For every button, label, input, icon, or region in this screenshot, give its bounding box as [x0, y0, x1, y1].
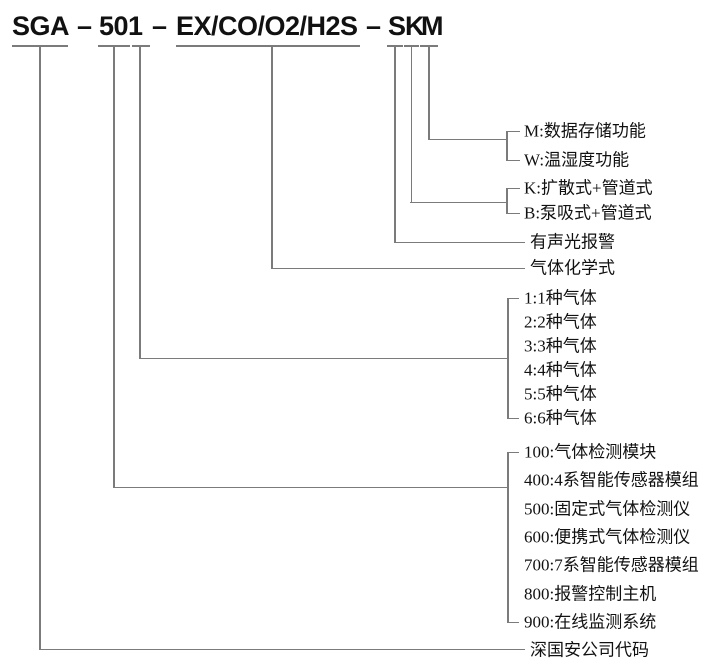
label-series-700: 700:7系智能传感器模组	[524, 555, 699, 575]
bracket-gascount-arm-top	[507, 297, 519, 299]
connector-gascount-vertical	[139, 46, 141, 359]
model-segment-number: 501	[99, 13, 143, 40]
underline-gaslist	[176, 45, 360, 47]
label-series-400: 400:4系智能传感器模组	[524, 470, 699, 490]
label-alarm: 有声光报警	[530, 232, 615, 252]
label-series-600: 600:便携式气体检测仪	[524, 527, 691, 547]
label-series-100: 100:气体检测模块	[524, 442, 657, 462]
label-series-500: 500:固定式气体检测仪	[524, 499, 691, 519]
label-series-800: 800:报警控制主机	[524, 584, 657, 604]
label-gas-count-5: 5:5种气体	[524, 384, 597, 404]
connector-gaslist-horizontal	[271, 267, 525, 269]
bracket-gascount-vertical	[507, 298, 509, 419]
label-gas-count-1: 1:1种气体	[524, 288, 597, 308]
label-diffusion-duct: K:扩散式+管道式	[524, 178, 653, 198]
model-gascount-digit: 1	[128, 11, 143, 41]
bracket-storage-arm-top	[506, 130, 520, 132]
connector-alarm-horizontal	[394, 241, 525, 243]
option-letter-m: M	[421, 11, 444, 41]
model-dash-1: –	[77, 11, 92, 41]
label-gas-formula: 气体化学式	[530, 258, 615, 278]
bracket-storage-vertical	[506, 131, 508, 161]
model-segment-gaslist: EX/CO/O2/H2S	[176, 11, 358, 41]
bracket-gascount-arm-bottom	[507, 417, 519, 419]
label-temp-humidity: W:温湿度功能	[524, 150, 630, 170]
connector-alarm-vertical	[394, 46, 396, 242]
connector-gascount-horizontal	[139, 357, 507, 359]
label-series-900: 900:在线监测系统	[524, 612, 657, 632]
connector-company-horizontal	[39, 648, 525, 650]
connector-gaslist-vertical	[271, 46, 273, 268]
connector-series-vertical	[113, 46, 115, 487]
label-gas-count-3: 3:3种气体	[524, 336, 597, 356]
underline-gascount	[132, 45, 150, 47]
model-segment-company: SGA	[12, 11, 70, 41]
bracket-series-vertical	[507, 452, 509, 623]
bracket-sampling-arm-top	[506, 187, 520, 189]
label-gas-count-2: 2:2种气体	[524, 312, 597, 332]
model-series-digits: 50	[99, 11, 129, 41]
bracket-sampling-vertical	[506, 188, 508, 214]
model-dash-3: –	[366, 11, 381, 41]
label-gas-count-4: 4:4种气体	[524, 360, 597, 380]
connector-storage-horizontal	[428, 138, 506, 140]
model-dash-2: –	[152, 11, 167, 41]
bracket-series-arm-top	[507, 451, 519, 453]
label-pump-duct: B:泵吸式+管道式	[524, 203, 652, 223]
bracket-sampling-arm-bottom	[506, 212, 520, 214]
label-gas-count-6: 6:6种气体	[524, 408, 597, 428]
connector-sampling-vertical	[410, 46, 413, 202]
bracket-series-arm-bottom	[507, 621, 519, 623]
connector-storage-vertical	[428, 46, 430, 139]
connector-sampling-horizontal	[410, 201, 506, 203]
label-data-storage: M:数据存储功能	[524, 121, 646, 141]
connector-company-vertical	[39, 46, 41, 649]
option-letter-k: K	[405, 11, 425, 41]
label-company-code: 深国安公司代码	[530, 640, 649, 660]
connector-series-horizontal	[113, 486, 507, 488]
option-letter-s: S	[388, 11, 406, 41]
bracket-storage-arm-bottom	[506, 159, 520, 161]
